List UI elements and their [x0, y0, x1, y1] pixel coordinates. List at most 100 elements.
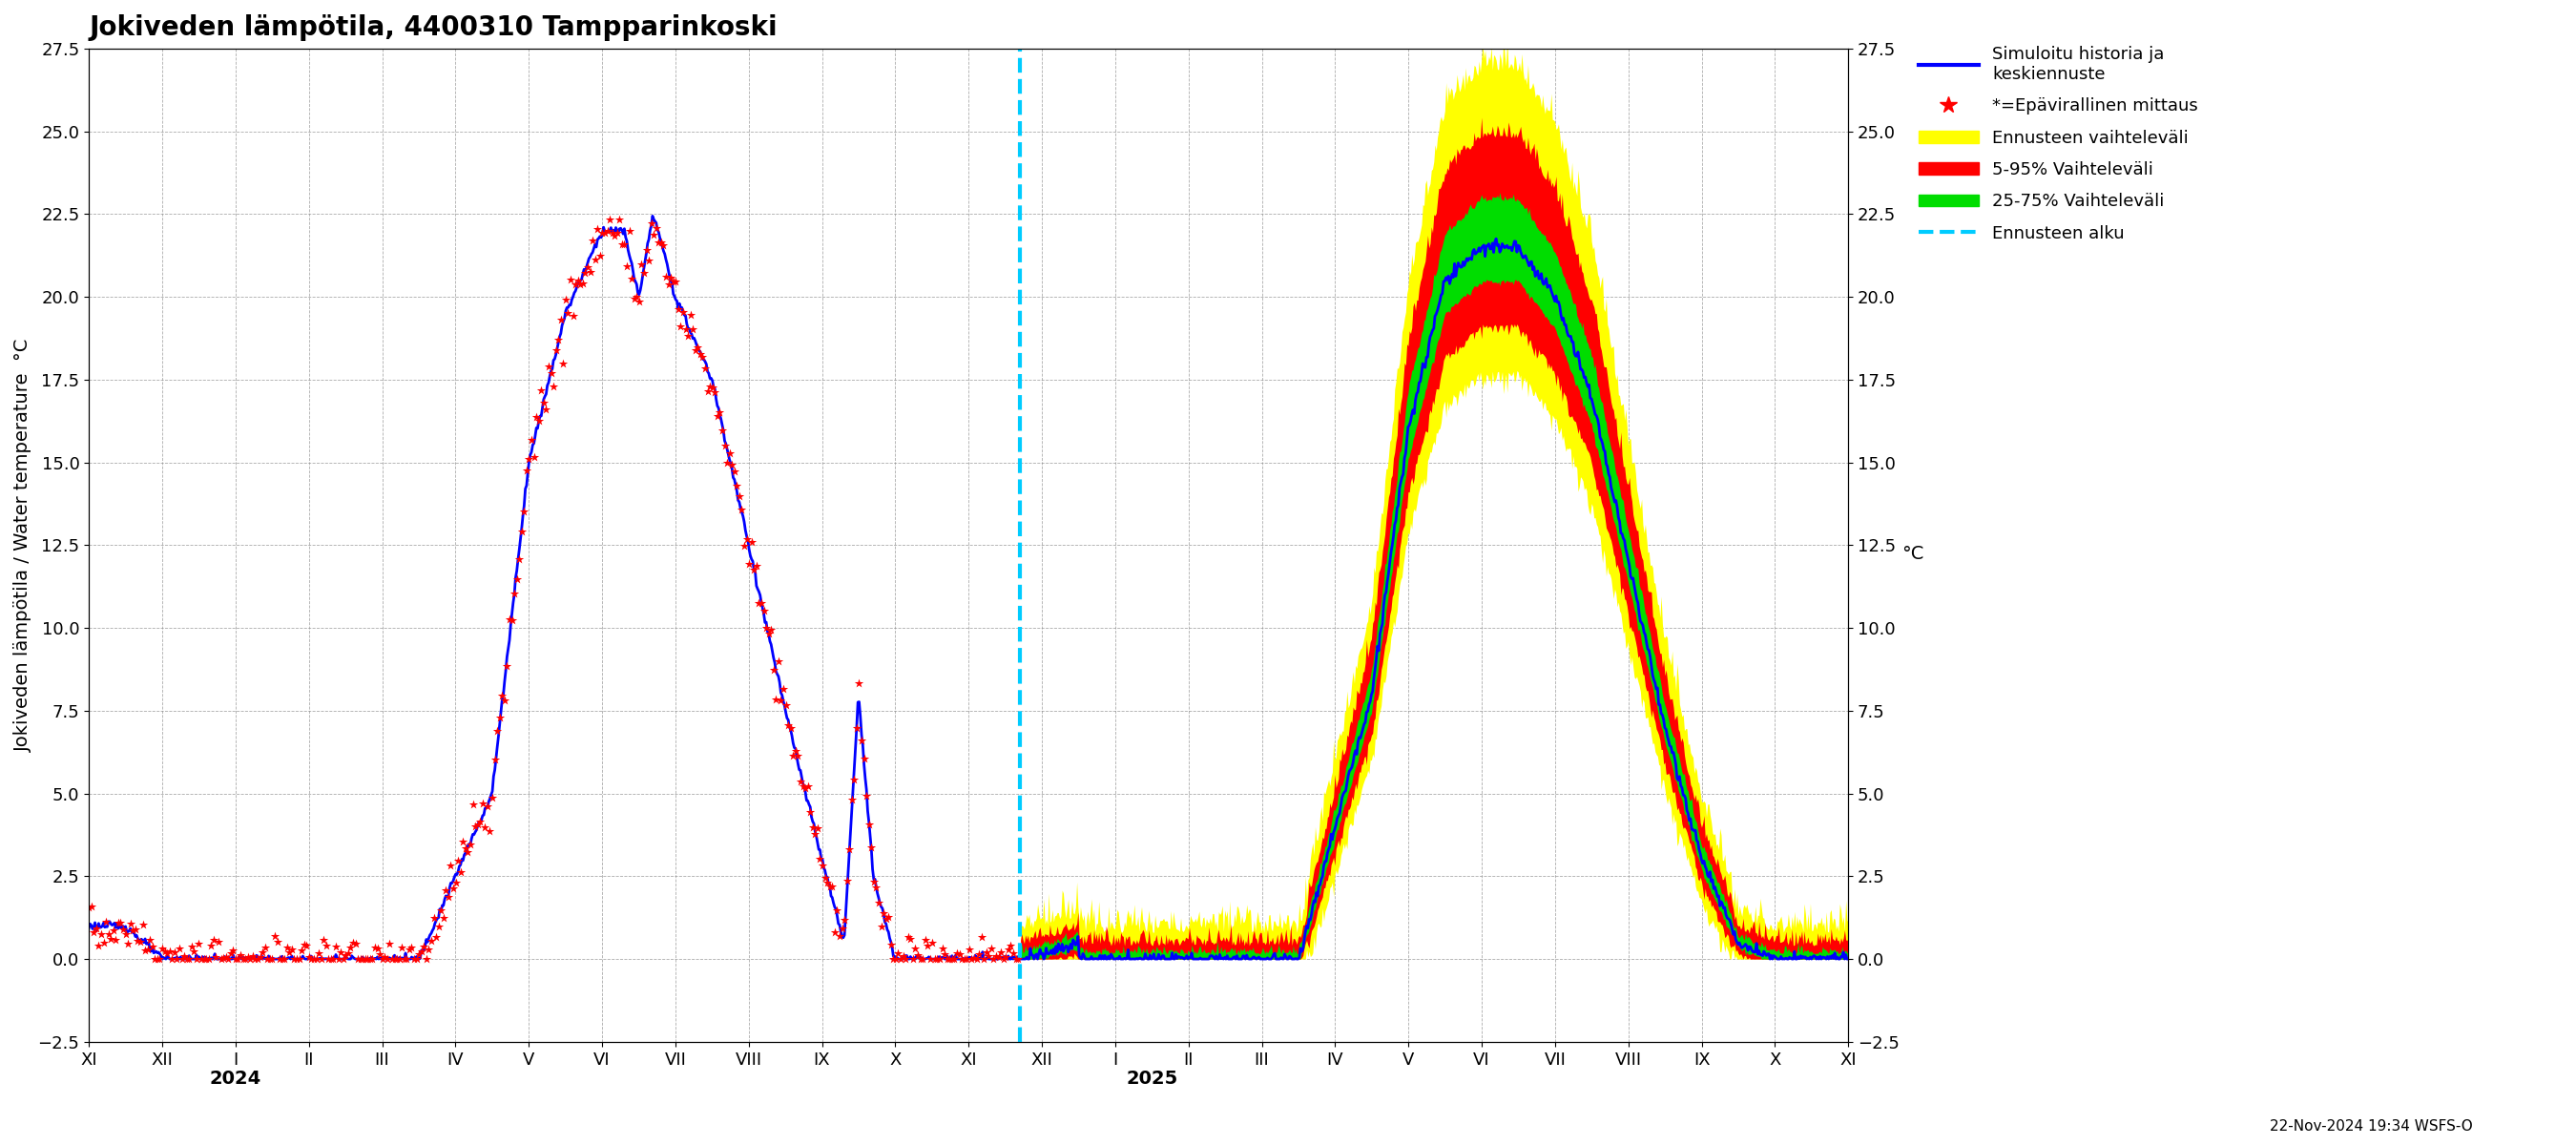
Point: [116, 921, 157, 939]
Point: [489, 610, 531, 629]
Point: [948, 940, 989, 958]
Point: [827, 871, 868, 890]
Point: [778, 747, 819, 765]
Point: [551, 307, 592, 325]
Point: [301, 950, 343, 969]
Point: [193, 931, 234, 949]
Point: [80, 925, 121, 943]
Point: [118, 932, 160, 950]
Point: [513, 448, 554, 466]
Point: [250, 950, 291, 969]
Point: [917, 950, 958, 969]
Point: [654, 273, 696, 291]
Point: [482, 686, 523, 704]
Point: [848, 815, 889, 834]
Point: [907, 937, 948, 955]
Point: [379, 950, 420, 969]
Point: [268, 943, 309, 962]
Point: [598, 211, 639, 229]
Point: [474, 750, 515, 768]
Point: [598, 223, 639, 242]
Point: [886, 950, 927, 969]
Point: [773, 747, 814, 765]
Point: [930, 950, 971, 969]
Point: [327, 943, 368, 962]
Point: [966, 943, 1007, 962]
Point: [644, 236, 685, 254]
Point: [984, 948, 1025, 966]
Point: [569, 263, 611, 282]
Point: [605, 256, 647, 275]
Point: [368, 934, 410, 953]
Point: [636, 219, 677, 237]
Point: [922, 939, 963, 957]
Point: [242, 943, 283, 962]
Point: [572, 231, 613, 250]
Point: [899, 949, 940, 968]
Point: [706, 453, 747, 472]
Point: [214, 950, 255, 969]
Point: [536, 341, 577, 360]
Point: [876, 950, 917, 969]
Point: [111, 915, 152, 933]
Point: [183, 949, 224, 968]
Point: [464, 818, 505, 836]
Point: [860, 918, 902, 937]
Point: [487, 657, 528, 676]
Point: [422, 909, 464, 927]
Point: [453, 816, 495, 835]
Point: [394, 950, 435, 969]
Text: 2024: 2024: [209, 1069, 260, 1088]
Point: [219, 946, 260, 964]
Point: [289, 948, 330, 966]
Point: [137, 950, 178, 969]
Point: [108, 934, 149, 953]
Point: [621, 255, 662, 274]
Point: [618, 293, 659, 311]
Point: [402, 942, 443, 961]
Point: [404, 938, 446, 956]
Point: [806, 874, 848, 892]
Point: [224, 950, 265, 969]
Point: [397, 950, 438, 969]
Point: [734, 560, 775, 578]
Point: [603, 235, 644, 253]
Point: [319, 943, 361, 962]
Point: [299, 945, 340, 963]
Point: [824, 910, 866, 929]
Point: [629, 251, 670, 269]
Point: [549, 303, 590, 322]
Point: [933, 950, 974, 969]
Point: [129, 930, 170, 948]
Point: [165, 947, 206, 965]
Point: [363, 948, 404, 966]
Point: [871, 935, 912, 954]
Point: [469, 822, 510, 840]
Point: [840, 673, 881, 692]
Point: [307, 937, 348, 955]
Point: [920, 950, 961, 969]
Point: [657, 300, 698, 318]
Point: [520, 381, 562, 400]
Point: [613, 290, 654, 308]
Point: [448, 843, 489, 861]
Point: [361, 950, 402, 969]
Point: [178, 935, 219, 954]
Point: [260, 950, 301, 969]
Point: [495, 585, 536, 603]
Point: [732, 534, 773, 552]
Point: [438, 852, 479, 870]
Point: [559, 275, 600, 293]
Point: [343, 950, 384, 969]
Point: [180, 950, 222, 969]
Point: [258, 932, 299, 950]
Point: [229, 950, 270, 969]
Point: [188, 950, 229, 969]
Point: [204, 948, 245, 966]
Point: [775, 742, 817, 760]
Text: 2025: 2025: [1126, 1069, 1177, 1088]
Point: [492, 611, 533, 630]
Point: [95, 931, 137, 949]
Point: [809, 877, 850, 895]
Point: [227, 948, 268, 966]
